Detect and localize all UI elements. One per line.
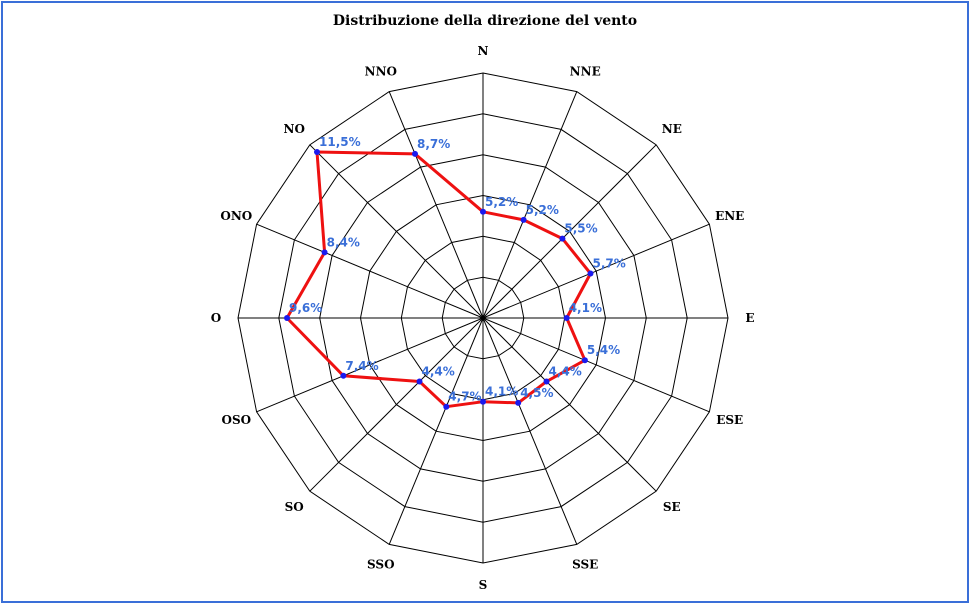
data-point — [321, 249, 328, 256]
direction-label: SO — [285, 500, 304, 514]
grid-spoke — [309, 144, 484, 319]
direction-label: ENE — [715, 209, 744, 223]
value-label: 4,4% — [549, 365, 582, 379]
direction-label: ESE — [716, 413, 743, 427]
grid-spoke — [482, 144, 657, 319]
value-label: 5,2% — [485, 195, 518, 209]
value-label: 5,2% — [526, 203, 559, 217]
data-point — [443, 403, 450, 410]
grid-spoke — [482, 223, 710, 319]
direction-label: SSO — [367, 558, 395, 572]
value-labels: 5,2%5,2%5,5%5,7%4,1%5,4%4,4%4,5%4,1%4,7%… — [289, 135, 626, 404]
direction-label: E — [745, 311, 754, 325]
direction-label: NO — [283, 122, 304, 136]
direction-label: SSE — [572, 558, 598, 572]
data-point — [284, 315, 290, 321]
value-label: 5,5% — [564, 222, 597, 236]
grid-spoke — [482, 317, 657, 492]
data-point — [480, 208, 486, 215]
direction-labels: N NNE NE ENE E ESE SE SSE S SSO SO OSO O ONO NO NNO — [211, 44, 755, 592]
data-point — [314, 149, 320, 155]
direction-label: NNE — [570, 64, 601, 78]
grid-spoke — [388, 91, 484, 319]
grid-spoke — [482, 317, 710, 413]
grid-spoke — [256, 317, 484, 413]
value-label: 4,4% — [422, 365, 455, 379]
data-point — [559, 235, 566, 242]
grid-spoke — [256, 223, 484, 319]
value-label: 5,7% — [593, 257, 626, 271]
direction-label: OSO — [222, 413, 252, 427]
grid-spoke — [309, 317, 484, 492]
value-label: 4,1% — [569, 301, 602, 315]
grid-spoke — [482, 91, 578, 319]
value-label: 11,5% — [319, 135, 361, 149]
data-point — [416, 378, 423, 385]
direction-label: NNO — [365, 64, 397, 78]
value-label: 4,5% — [520, 386, 553, 400]
data-point — [515, 399, 522, 406]
direction-label: SE — [663, 500, 681, 514]
chart-title: Distribuzione della direzione del vento — [332, 13, 638, 29]
grid-spoke — [482, 317, 578, 545]
grid-spoke — [388, 317, 484, 545]
data-point — [587, 270, 594, 277]
data-point — [480, 398, 486, 405]
value-label: 7,4% — [345, 359, 378, 373]
value-label: 4,7% — [448, 390, 481, 404]
data-point — [340, 372, 347, 379]
direction-label: ONO — [220, 209, 252, 223]
radar-chart: N NNE NE ENE E ESE SE SSE S SSO SO OSO O ONO NO NNO 5,2… — [211, 44, 755, 592]
data-point — [563, 315, 570, 321]
wind-series — [284, 149, 594, 410]
direction-label: O — [211, 311, 221, 325]
direction-label: NE — [662, 122, 682, 136]
value-label: 4,1% — [485, 385, 518, 399]
radar-grid — [237, 72, 729, 564]
direction-label: N — [478, 44, 489, 58]
value-label: 8,7% — [417, 137, 450, 151]
value-label: 5,4% — [587, 343, 620, 357]
data-point — [520, 216, 527, 223]
data-point — [543, 378, 550, 385]
data-point — [412, 150, 418, 157]
data-point — [581, 357, 588, 364]
value-label: 9,6% — [289, 301, 322, 315]
value-label: 8,4% — [327, 235, 360, 249]
direction-label: S — [479, 578, 488, 592]
